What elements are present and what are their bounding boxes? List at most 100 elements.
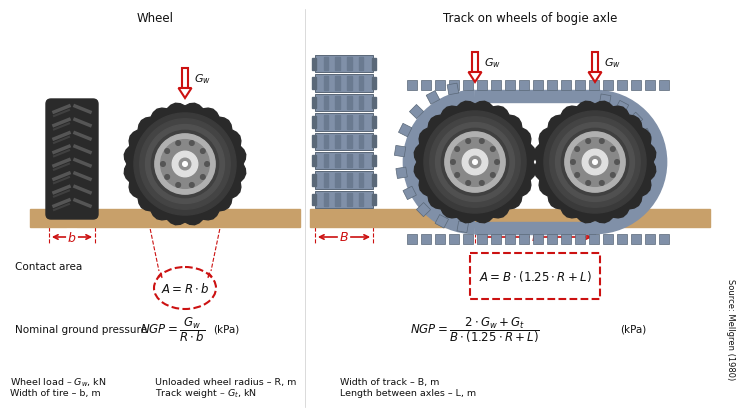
Bar (315, 56, 373, 73)
Bar (421, 235, 431, 244)
Circle shape (562, 129, 629, 196)
Circle shape (155, 135, 215, 195)
Circle shape (490, 173, 495, 178)
Circle shape (466, 181, 470, 186)
Bar (547, 81, 557, 91)
Circle shape (473, 160, 478, 165)
Bar (631, 235, 641, 244)
Circle shape (442, 129, 509, 196)
Text: $b$: $b$ (67, 230, 77, 244)
Circle shape (189, 183, 194, 188)
Bar (477, 235, 487, 244)
Text: $NGP = \dfrac{2 \cdot G_w + G_t}{B \cdot (1.25 \cdot R + L)}$: $NGP = \dfrac{2 \cdot G_w + G_t}{B \cdot… (410, 314, 540, 344)
Bar (324, 135, 328, 149)
Bar (324, 77, 328, 90)
Bar (589, 235, 599, 244)
Text: $G_w$: $G_w$ (604, 56, 621, 70)
Bar (324, 174, 328, 187)
Bar (372, 136, 376, 147)
Circle shape (544, 112, 646, 214)
Text: Unloaded wheel radius – R, m: Unloaded wheel radius – R, m (155, 377, 297, 387)
Text: Nominal ground pressure: Nominal ground pressure (15, 324, 147, 334)
Bar (659, 235, 669, 244)
Text: Wheel load – $G_w$, kN: Wheel load – $G_w$, kN (10, 376, 107, 388)
Polygon shape (124, 104, 246, 225)
Circle shape (565, 133, 625, 193)
Circle shape (430, 117, 520, 208)
Bar (347, 77, 352, 90)
Bar (561, 235, 571, 244)
Circle shape (200, 175, 205, 180)
Bar (312, 59, 316, 70)
Bar (312, 194, 316, 206)
Circle shape (575, 173, 579, 178)
Text: $B$: $B$ (339, 231, 349, 244)
Bar (312, 117, 316, 128)
Circle shape (146, 125, 224, 204)
Polygon shape (469, 73, 481, 83)
Polygon shape (534, 102, 656, 223)
Bar (336, 77, 340, 90)
Bar (426, 91, 439, 105)
Bar (312, 175, 316, 186)
Bar (589, 81, 599, 91)
Bar (447, 84, 459, 95)
Bar (347, 154, 352, 168)
Circle shape (424, 112, 526, 214)
Bar (182, 69, 188, 89)
Circle shape (575, 147, 579, 152)
Bar (347, 97, 352, 110)
Bar (606, 205, 620, 219)
Bar (435, 81, 445, 91)
Bar (603, 81, 613, 91)
Circle shape (610, 173, 615, 178)
Bar (617, 81, 627, 91)
Bar (315, 133, 373, 150)
Circle shape (445, 133, 505, 193)
Bar (312, 155, 316, 167)
Circle shape (479, 181, 484, 186)
Polygon shape (589, 73, 601, 83)
Circle shape (189, 141, 194, 146)
Bar (372, 155, 376, 167)
Bar (470, 254, 600, 299)
Text: Wheel: Wheel (136, 12, 174, 25)
Bar (324, 97, 328, 110)
Bar (475, 91, 595, 103)
Bar (519, 235, 529, 244)
Circle shape (183, 162, 188, 167)
Bar (599, 95, 611, 106)
Circle shape (165, 150, 169, 154)
Bar (533, 235, 543, 244)
Text: Width of tire – b, m: Width of tire – b, m (10, 389, 101, 398)
Circle shape (205, 162, 209, 167)
Bar (547, 235, 557, 244)
Bar (324, 116, 328, 129)
Circle shape (152, 131, 219, 198)
Bar (310, 209, 710, 228)
Bar (358, 97, 363, 110)
Circle shape (600, 139, 604, 144)
Bar (659, 81, 669, 91)
Bar (491, 81, 501, 91)
Bar (449, 81, 459, 91)
Circle shape (160, 162, 166, 167)
Circle shape (582, 150, 608, 176)
Bar (312, 78, 316, 90)
Bar (336, 97, 340, 110)
Bar (409, 105, 424, 119)
Text: (kPa): (kPa) (620, 324, 646, 334)
Bar (347, 58, 352, 71)
Circle shape (586, 181, 590, 186)
Circle shape (455, 147, 459, 152)
Bar (396, 168, 407, 179)
Bar (463, 235, 473, 244)
Text: Width of track – B, m: Width of track – B, m (340, 377, 439, 387)
Bar (372, 194, 376, 206)
Polygon shape (179, 89, 191, 99)
Bar (324, 58, 328, 71)
Bar (358, 77, 363, 90)
Bar (477, 81, 487, 91)
Bar (638, 129, 651, 142)
Text: $G_w$: $G_w$ (484, 56, 501, 70)
